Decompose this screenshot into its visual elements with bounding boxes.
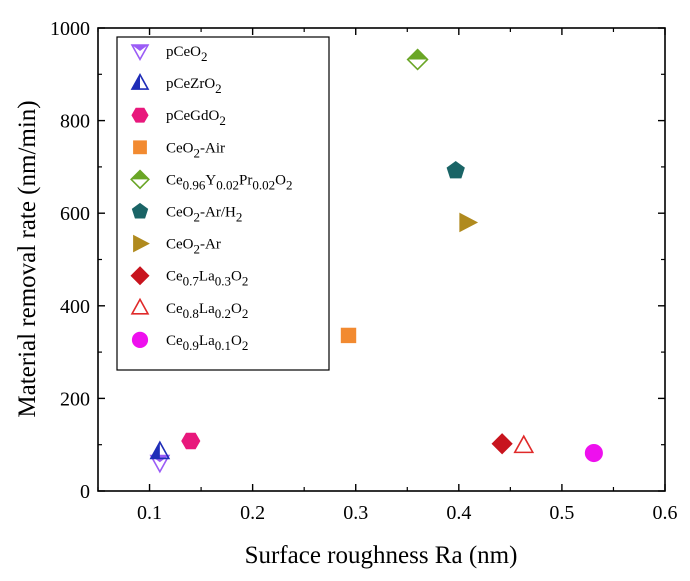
legend-marker-9: [131, 331, 149, 348]
legend-label-4: Ce0.96Y0.02Pr0.02O2: [166, 172, 292, 192]
y-tick-label: 0: [80, 481, 90, 503]
legend-marker-0: [130, 44, 150, 62]
data-point-1: [149, 440, 171, 460]
data-point-4: [406, 48, 429, 71]
legend-label-2: pCeGdO2: [166, 108, 226, 128]
data-point-3: [340, 327, 357, 344]
x-tick-label: 0.2: [240, 502, 265, 524]
y-tick-label: 400: [60, 296, 90, 318]
data-point-9: [584, 443, 603, 463]
x-tick-label: 0.4: [446, 502, 471, 524]
legend-marker-8: [130, 297, 150, 315]
x-tick-label: 0.6: [653, 502, 678, 524]
y-axis-title: Material removal rate (nm/min): [14, 100, 41, 417]
x-axis-title: Surface roughness Ra (nm): [245, 542, 518, 569]
legend-marker-1: [130, 73, 150, 90]
y-tick-label: 600: [60, 203, 90, 225]
x-tick-label: 0.3: [343, 502, 368, 524]
legend-label-8: Ce0.8La0.2O2: [166, 301, 248, 321]
legend-marker-3: [133, 140, 147, 155]
legend-box: [116, 36, 330, 371]
data-point-6: [459, 212, 479, 233]
legend-marker-2: [131, 107, 149, 123]
y-tick-label: 800: [60, 111, 90, 133]
data-point-7: [491, 433, 513, 455]
legend-marker-4: [130, 169, 150, 190]
x-tick-label: 0.5: [549, 502, 574, 524]
legend-label-0: pCeO2: [166, 44, 208, 64]
legend-label-9: Ce0.9La0.1O2: [166, 333, 248, 353]
legend-label-3: CeO2-Air: [166, 140, 225, 160]
legend-marker-6: [133, 234, 150, 253]
y-tick-label: 200: [60, 388, 90, 410]
legend-label-6: CeO2-Ar: [166, 237, 221, 257]
legend-label-5: CeO2-Ar/H2: [166, 205, 242, 225]
legend-label-7: Ce0.7La0.3O2: [166, 269, 248, 289]
legend-marker-7: [130, 266, 150, 286]
y-tick-label: 1000: [50, 18, 90, 40]
legend-marker-5: [131, 202, 149, 219]
x-tick-label: 0.1: [137, 502, 162, 524]
data-point-8: [513, 434, 535, 454]
data-point-5: [446, 160, 465, 179]
data-point-2: [181, 432, 201, 450]
legend-label-1: pCeZrO2: [166, 76, 222, 96]
